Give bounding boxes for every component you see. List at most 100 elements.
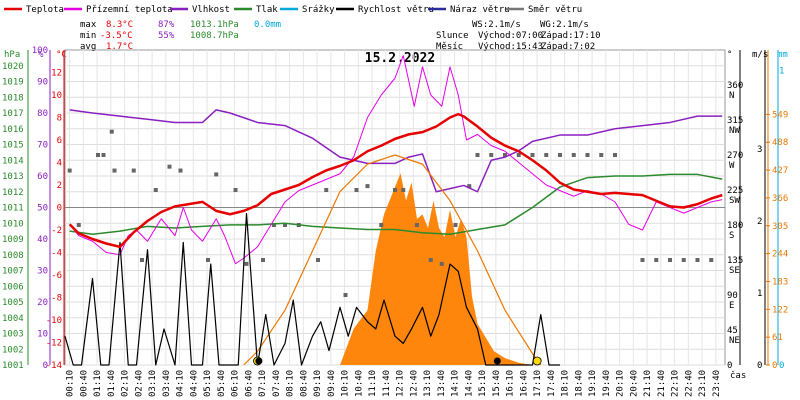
celsius-tick-label: -4 [51,249,62,259]
x-tick-label: 22:10 [671,370,681,397]
wind-direction-point [261,258,265,262]
x-tick-label: 12:40 [409,370,419,397]
celsius-tick-label: 10 [51,91,62,101]
wind-direction-point [640,258,645,262]
celsius-tick-label: 4 [57,159,62,169]
hpa-tick-label: 1014 [2,156,24,166]
hpa-tick-label: 1016 [2,125,24,135]
legend-label: Náraz větru [450,5,510,15]
direction-label: NW [729,126,740,136]
wind-direction-point [428,258,433,262]
x-tick-label: 08:40 [299,370,309,397]
x-tick-label: 11:40 [382,370,392,397]
celsius-tick-label: -6 [51,271,62,281]
hpa-tick-label: 1013 [2,172,24,182]
percent-tick-label: 30 [37,267,48,277]
legend-label: Teplota [26,5,64,15]
x-tick-label: 21:40 [657,370,667,397]
x-tick-label: 07:10 [258,370,268,397]
stats-min-label: min [80,31,96,41]
x-tick-label: 21:10 [643,370,653,397]
ms-tick-label: 2 [757,217,762,227]
stats-min-temp: -3.5°C [100,31,133,41]
stats-max-temp: 8.3°C [106,20,133,30]
legend-label: Směr větru [528,5,582,15]
hpa-tick-label: 1003 [2,330,24,340]
wind-direction-point [283,223,287,227]
wind-direction-point [544,153,549,157]
stats-max-press: 1013.1hPa [190,20,239,30]
wind-direction-point [709,258,714,262]
wind-direction-point [131,168,136,173]
x-tick-label: 04:10 [176,370,186,397]
hpa-tick-label: 1001 [2,361,24,371]
celsius-tick-label: -2 [51,226,62,236]
x-tick-label: 01:10 [93,370,103,397]
percent-tick-label: 80 [37,109,48,119]
direction-label: S [729,231,734,241]
wind-direction-point [654,258,659,262]
hpa-tick-label: 1010 [2,219,24,229]
legend-item-naraz-vetru: Náraz větru [428,5,510,15]
legend-item-srazky: Srážky [280,5,335,15]
x-tick-label: 00:40 [79,370,89,397]
wind-direction-point [272,223,276,227]
celsius-tick-label: -12 [46,339,62,349]
x-tick-label: 10:40 [354,370,364,397]
wind-direction-point [558,153,562,157]
wm2-tick-label: 122 [772,305,788,315]
wind-direction-point [415,223,419,227]
hpa-tick-label: 1006 [2,282,24,292]
wind-direction-point [244,261,249,266]
direction-label: W [729,161,735,171]
ms-tick-label: 0 [757,361,762,371]
x-tick-label: 00:10 [66,370,76,397]
moon-set: Západ:7:02 [541,42,595,52]
wm2-tick-label: 244 [772,250,788,260]
percent-tick-label: 90 [37,78,48,88]
grid [64,49,726,366]
hpa-tick-label: 1002 [2,345,24,355]
hpa-tick-label: 1020 [2,62,24,72]
degree-tick-label: 0 [727,361,732,371]
mm-tick-label: 0 [779,361,784,371]
stats-avg-label: avg [80,42,96,52]
celsius-tick-label: -8 [51,294,62,304]
legend-item-rychlost-vetru: Rychlost větru [336,5,434,15]
degree-tick-label: 180 [727,221,743,231]
hpa-tick-label: 1004 [2,314,24,324]
x-tick-label: 02:40 [134,370,144,397]
wm2-tick-label: 488 [772,138,788,148]
degree-tick-label: 90 [727,291,738,301]
ms-tick-label: 1 [757,289,762,299]
wind-direction-point [206,258,210,262]
wind-direction-point [599,153,604,157]
hpa-tick-label: 1012 [2,188,24,198]
wind-direction-point [233,188,238,192]
celsius-tick-label: -10 [46,316,62,326]
wm2-tick-label: 305 [772,222,788,232]
x-tick-label: 22:40 [684,370,694,397]
wind-direction-point [67,168,72,173]
sun-label: Slunce [436,31,469,41]
x-axis-label: čas [730,370,746,381]
x-tick-label: 16:40 [519,370,529,397]
x-tick-label: 13:10 [423,370,433,397]
wm2-tick-label: 0 [772,361,777,371]
stats-max-rain: 0.0mm [254,20,281,30]
stats-min-hum: 55% [158,31,175,41]
celsius-tick-label: -14 [46,361,62,371]
wind-direction-point [354,188,359,192]
degree-tick-label: 225 [727,186,743,196]
x-tick-label: 14:10 [451,370,461,397]
stats-block: max 8.3°C 87% 1013.1hPa 0.0mm min -3.5°C… [80,20,281,52]
direction-label: SW [729,196,740,206]
sun-markers [253,356,542,366]
wind-direction-point [516,153,521,157]
legend-label: Tlak [256,5,278,15]
x-tick-label: 19:10 [588,370,598,397]
wind-direction-point [316,258,320,262]
wind-direction-point [167,164,172,169]
x-tick-label: 10:10 [341,370,351,397]
